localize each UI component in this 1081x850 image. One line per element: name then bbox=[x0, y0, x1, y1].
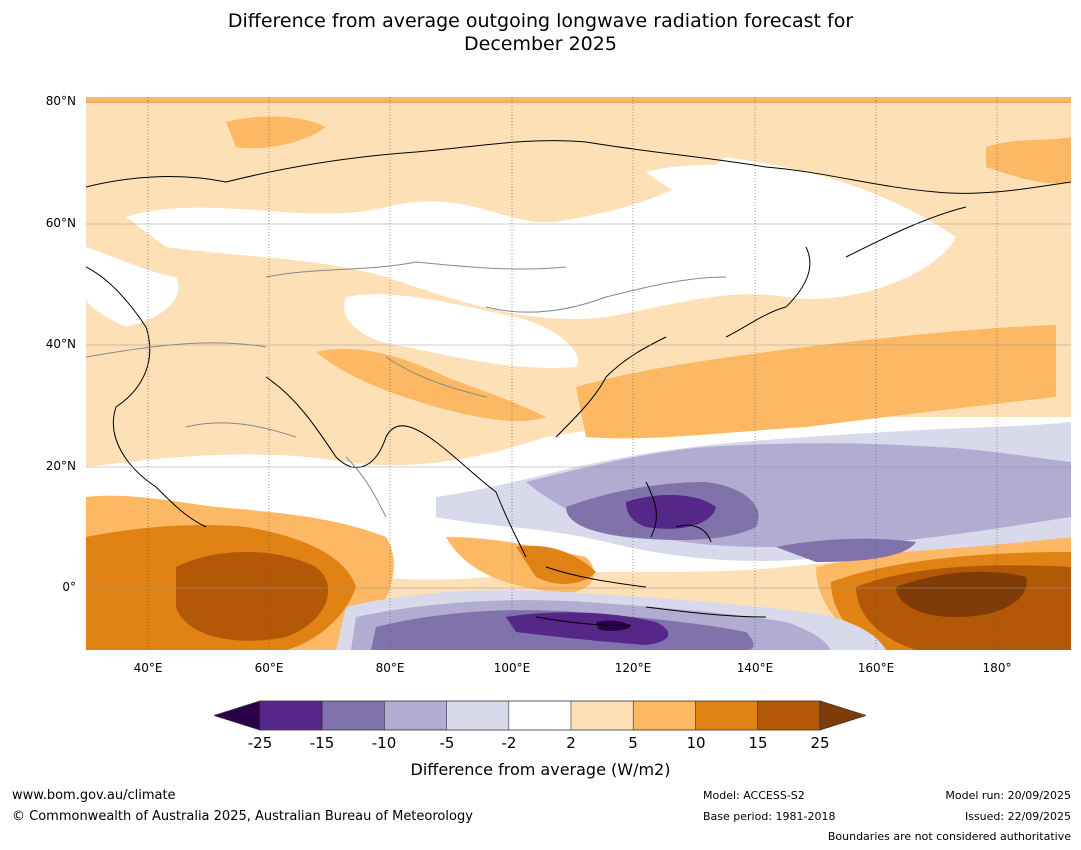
orange-band-china-japan bbox=[576, 325, 1056, 439]
lat-label-equator: 0° bbox=[62, 580, 76, 594]
orange-area-arctic bbox=[226, 116, 326, 149]
colorbar-tick-7: 5 bbox=[628, 734, 638, 752]
title-line-1: Difference from average outgoing longwav… bbox=[227, 10, 854, 32]
lon-label-100e: 100°E bbox=[493, 661, 531, 675]
lon-label-80e: 80°E bbox=[375, 661, 405, 675]
darkpurple-area-south bbox=[506, 612, 669, 645]
footer-disclaimer: Boundaries are not considered authoritat… bbox=[827, 830, 1071, 843]
colorbar-tick-6: 2 bbox=[566, 734, 576, 752]
colorbar-tick-1: -25 bbox=[247, 734, 273, 752]
colorbar-tick-10: 25 bbox=[810, 734, 830, 752]
white-area-west bbox=[86, 247, 179, 327]
darkbrown-area-central-pacific bbox=[896, 571, 1027, 617]
darkpurple-area-philippines bbox=[626, 495, 716, 529]
colorbar-bin-9 bbox=[757, 701, 820, 730]
brown-area-indian-ocean bbox=[176, 552, 329, 641]
colorbar-outline bbox=[259, 700, 821, 731]
colorbar-title: Difference from average (W/m2) bbox=[410, 760, 671, 779]
lon-label-60e: 60°E bbox=[254, 661, 284, 675]
lon-label-160e: 160°E bbox=[857, 661, 895, 675]
footer-website-link[interactable]: www.bom.gov.au/climate bbox=[12, 788, 176, 803]
lat-label-40n: 40°N bbox=[45, 337, 76, 351]
lon-label-180: 180° bbox=[982, 661, 1012, 675]
colorbar-bin-6 bbox=[571, 701, 634, 730]
colorbar-dividers bbox=[321, 701, 758, 730]
lon-label-40e: 40°E bbox=[133, 661, 163, 675]
colorbar-bin-7 bbox=[633, 701, 696, 730]
title-line-2: December 2025 bbox=[464, 33, 617, 55]
colorbar-tick-4: -5 bbox=[439, 734, 455, 752]
colorbar-tick-9: 15 bbox=[748, 734, 768, 752]
colorbar-extend-low bbox=[214, 700, 261, 731]
lon-label-120e: 120°E bbox=[614, 661, 652, 675]
colorbar-bin-3 bbox=[384, 701, 447, 730]
lat-label-80n: 80°N bbox=[45, 94, 76, 108]
colorbar-tick-3: -10 bbox=[371, 734, 397, 752]
darkorange-area-sundaland bbox=[516, 545, 596, 584]
colorbar-tick-8: 10 bbox=[686, 734, 706, 752]
purple-band-pacific bbox=[776, 538, 916, 562]
chart-title: Difference from average outgoing longwav… bbox=[0, 10, 1081, 56]
colorbar-tick-5: -2 bbox=[501, 734, 517, 752]
footer-issued: Issued: 22/09/2025 bbox=[964, 810, 1071, 823]
white-area-north-top bbox=[646, 164, 946, 242]
colorbar-bin-5 bbox=[508, 701, 571, 730]
orange-area-east-pacific-north bbox=[986, 137, 1071, 184]
colorbar-bin-1 bbox=[260, 701, 323, 730]
lat-label-20n: 20°N bbox=[45, 459, 76, 473]
white-area-central bbox=[344, 294, 578, 368]
country-boundaries bbox=[86, 261, 727, 518]
colorbar-bin-8 bbox=[695, 701, 758, 730]
footer-model-run: Model run: 20/09/2025 bbox=[945, 789, 1071, 802]
anomaly-map bbox=[86, 97, 1071, 650]
lat-label-60n: 60°N bbox=[45, 216, 76, 230]
colorbar-bin-4 bbox=[446, 701, 509, 730]
orange-area-arctic-2 bbox=[86, 97, 1071, 103]
footer-base-period: Base period: 1981-2018 bbox=[703, 810, 836, 823]
map-svg bbox=[86, 97, 1071, 650]
meridians bbox=[147, 97, 998, 650]
lon-label-140e: 140°E bbox=[736, 661, 774, 675]
footer-model: Model: ACCESS-S2 bbox=[703, 789, 805, 802]
coastlines bbox=[86, 140, 1071, 626]
colorbar-tick-2: -15 bbox=[309, 734, 335, 752]
graticule bbox=[86, 101, 1071, 589]
orange-band-himalaya bbox=[316, 348, 546, 422]
colorbar bbox=[214, 700, 866, 731]
colorbar-extend-high bbox=[819, 700, 866, 731]
colorbar-bin-2 bbox=[322, 701, 385, 730]
footer-copyright: © Commonwealth of Australia 2025, Austra… bbox=[12, 809, 473, 824]
